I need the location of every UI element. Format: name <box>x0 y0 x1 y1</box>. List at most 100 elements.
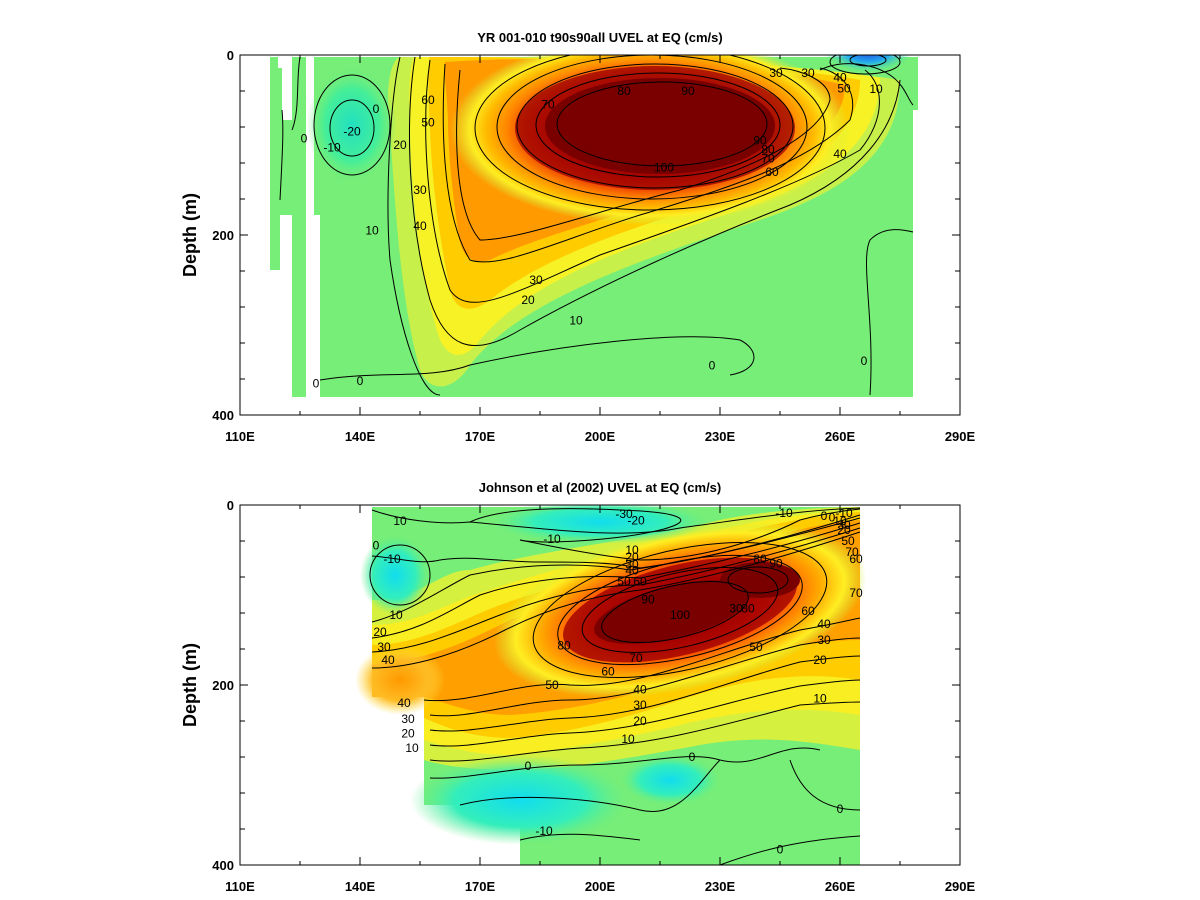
contour-line <box>429 701 861 762</box>
contour-label: 90 <box>769 557 783 571</box>
contour-label: 0 <box>689 750 696 764</box>
contour-label: 20 <box>837 523 851 537</box>
contour-label: 30 <box>769 66 783 80</box>
orange-cell <box>355 645 445 715</box>
neg-cell <box>307 65 397 185</box>
contour-label: 0 <box>373 102 380 116</box>
contour-label: 60 <box>601 665 615 679</box>
contour-label: 0 <box>861 354 868 368</box>
contour-label: 30 <box>817 633 831 647</box>
contour-label: 0 <box>821 509 828 523</box>
contour-label: 0 <box>357 374 364 388</box>
contour-label: 20 <box>633 714 647 728</box>
contour-label: 10 <box>405 741 419 755</box>
contour-line <box>727 566 789 594</box>
contour-label: -10 <box>323 141 341 155</box>
contour-line <box>866 229 914 396</box>
contour-label: 50 <box>837 81 851 95</box>
contour-label: 70 <box>629 651 643 665</box>
contour-label: 30 <box>529 273 543 287</box>
contour-fill <box>355 505 867 865</box>
contour-label: 30 <box>633 698 647 712</box>
neg-cell <box>620 755 720 805</box>
contour-label: -20 <box>627 513 645 527</box>
contour-label: 60 <box>633 575 647 589</box>
x-tick-label: 230E <box>705 429 736 444</box>
contour-label: 0 <box>777 843 784 857</box>
contour-line <box>319 336 755 381</box>
contour-label: -30 <box>615 507 633 521</box>
contour-label: 60 <box>765 165 779 179</box>
x-tick-label: 290E <box>945 429 976 444</box>
contour-line <box>429 655 861 732</box>
contour-label: 80 <box>741 602 755 616</box>
contour-line <box>535 72 781 178</box>
contour-label: 10 <box>813 692 827 706</box>
contour-line <box>459 759 721 813</box>
x-tick-label: 260E <box>825 429 856 444</box>
contour-label: 30 <box>729 602 743 616</box>
data-region <box>270 57 306 397</box>
panel-bottom: Johnson et al (2002) UVEL at EQ (cm/s) D… <box>180 480 976 894</box>
contour-label: 80 <box>617 84 631 98</box>
x-tick-label: 110E <box>225 429 255 444</box>
contour-line <box>369 544 431 606</box>
contour-line <box>371 527 861 653</box>
contour-label: 40 <box>833 71 847 85</box>
contour-line <box>423 617 861 702</box>
contour-label: 50 <box>617 575 631 589</box>
contour-label: 50 <box>545 678 559 692</box>
x-tick-label: 170E <box>465 879 496 894</box>
y-tick-label: 200 <box>212 678 234 693</box>
contour-label: 70 <box>849 586 863 600</box>
contour-label: 40 <box>381 653 395 667</box>
contour-label: -20 <box>343 125 361 139</box>
contour-line <box>429 637 861 717</box>
contour-label: 40 <box>817 617 831 631</box>
contour-label: 40 <box>833 147 847 161</box>
contour-label: 10 <box>625 543 639 557</box>
y-tick-label: 0 <box>227 498 234 513</box>
contour-label: 90 <box>641 593 655 607</box>
contour-label: 90 <box>681 84 695 98</box>
y-tick-label: 400 <box>212 408 234 423</box>
contour-label: 20 <box>373 625 387 639</box>
y-tick-label: 200 <box>212 228 234 243</box>
contour-line <box>469 508 682 543</box>
contour-label: 0 <box>301 132 308 146</box>
contour-label: 40 <box>413 219 427 233</box>
contour-label: 10 <box>869 82 883 96</box>
contour-line <box>291 56 301 131</box>
contour-label: 70 <box>761 152 775 166</box>
contour-line <box>456 67 831 241</box>
panel-top: YR 001-010 t90s90all UVEL at EQ (cm/s) D… <box>180 30 976 444</box>
contour-line <box>819 63 914 106</box>
contour-line <box>329 99 375 157</box>
neg-cell <box>410 755 630 845</box>
contour-label: 10 <box>393 514 407 528</box>
contour-label: 50 <box>421 116 435 130</box>
contour-label: 20 <box>401 727 415 741</box>
contour-label: 80 <box>753 552 767 566</box>
contour-label: -10 <box>543 532 561 546</box>
contour-line <box>516 63 794 189</box>
contour-label: 60 <box>801 604 815 618</box>
y-tick-label: 400 <box>212 858 234 873</box>
contour-label: 20 <box>813 653 827 667</box>
contour-line <box>556 81 768 167</box>
contour-label: 40 <box>397 696 411 710</box>
contour-line <box>719 835 861 865</box>
chart-title: Johnson et al (2002) UVEL at EQ (cm/s) <box>479 480 722 495</box>
contour-label: 10 <box>569 314 583 328</box>
contour-line <box>532 541 828 679</box>
contour-line <box>279 109 284 201</box>
contour-label: -10 <box>775 506 793 520</box>
contour-label: 10 <box>389 608 403 622</box>
contour-label: 70 <box>845 545 859 559</box>
jet-core <box>545 78 775 174</box>
contour-line <box>474 55 826 211</box>
